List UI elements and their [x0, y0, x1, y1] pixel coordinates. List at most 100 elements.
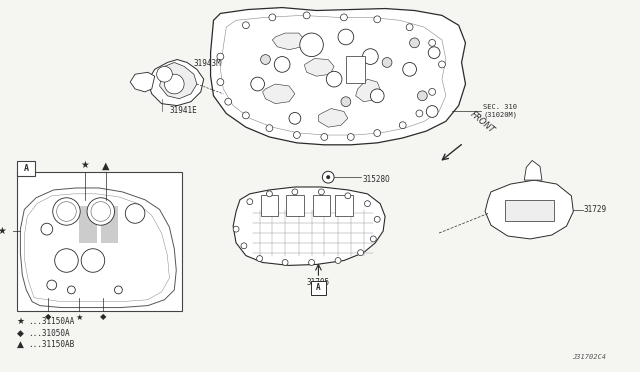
Circle shape	[428, 47, 440, 58]
Circle shape	[269, 14, 276, 21]
Circle shape	[293, 132, 300, 138]
Circle shape	[241, 243, 247, 249]
Text: 31729: 31729	[583, 205, 606, 214]
Text: (31020M): (31020M)	[483, 111, 517, 118]
Bar	[260, 195, 278, 217]
Circle shape	[292, 189, 298, 195]
Text: A: A	[24, 164, 29, 173]
Text: 31528O: 31528O	[362, 174, 390, 184]
Text: ...31050A: ...31050A	[28, 328, 70, 337]
Circle shape	[429, 39, 436, 46]
Circle shape	[348, 134, 354, 140]
Circle shape	[308, 260, 314, 265]
Text: ◆: ◆	[17, 328, 24, 337]
Circle shape	[382, 58, 392, 67]
Text: FRONT: FRONT	[468, 110, 496, 135]
Circle shape	[335, 257, 341, 263]
Circle shape	[251, 77, 264, 91]
Circle shape	[157, 66, 172, 82]
Circle shape	[303, 12, 310, 19]
Circle shape	[319, 189, 324, 195]
Circle shape	[417, 91, 428, 101]
Bar	[17, 160, 35, 176]
Circle shape	[225, 98, 232, 105]
Circle shape	[125, 203, 145, 223]
Circle shape	[164, 74, 184, 94]
Circle shape	[358, 250, 364, 256]
Bar	[346, 55, 365, 83]
Text: A: A	[316, 283, 321, 292]
Circle shape	[243, 112, 250, 119]
Text: ★: ★	[17, 317, 24, 326]
Circle shape	[345, 193, 351, 199]
Polygon shape	[262, 84, 295, 104]
Circle shape	[416, 110, 423, 117]
Bar	[286, 195, 304, 217]
Circle shape	[338, 29, 354, 45]
Text: ◆: ◆	[99, 312, 106, 321]
Text: ...31150AA: ...31150AA	[28, 317, 74, 326]
Circle shape	[374, 129, 381, 137]
Bar	[335, 195, 353, 217]
Polygon shape	[524, 160, 542, 180]
Polygon shape	[305, 58, 334, 76]
Text: 31705: 31705	[307, 278, 330, 287]
Polygon shape	[356, 79, 381, 102]
Circle shape	[217, 53, 224, 60]
Circle shape	[399, 122, 406, 129]
Text: ★: ★	[0, 226, 6, 236]
Text: 31941E: 31941E	[170, 106, 197, 115]
Circle shape	[371, 89, 384, 103]
Circle shape	[340, 14, 348, 21]
Circle shape	[233, 226, 239, 232]
Circle shape	[300, 33, 323, 57]
Circle shape	[323, 171, 334, 183]
Circle shape	[341, 97, 351, 107]
Polygon shape	[485, 180, 573, 239]
Bar	[505, 200, 554, 221]
Circle shape	[321, 134, 328, 140]
Circle shape	[362, 49, 378, 64]
Circle shape	[374, 16, 381, 23]
Polygon shape	[20, 188, 176, 308]
Text: ▲: ▲	[17, 340, 24, 349]
Circle shape	[410, 38, 419, 48]
Circle shape	[81, 249, 105, 272]
Text: ◆: ◆	[45, 312, 51, 321]
Circle shape	[217, 78, 224, 86]
Polygon shape	[159, 62, 197, 99]
Circle shape	[266, 125, 273, 132]
Polygon shape	[148, 60, 204, 106]
Circle shape	[371, 236, 376, 242]
Circle shape	[374, 217, 380, 222]
Bar	[312, 195, 330, 217]
Bar	[17, 172, 182, 311]
Circle shape	[115, 286, 122, 294]
Circle shape	[365, 201, 371, 206]
Circle shape	[429, 89, 436, 95]
Bar	[310, 281, 326, 295]
Text: ★: ★	[76, 312, 83, 321]
Circle shape	[426, 106, 438, 118]
Circle shape	[41, 223, 52, 235]
Polygon shape	[319, 109, 348, 127]
Circle shape	[275, 57, 290, 72]
Polygon shape	[211, 7, 465, 145]
Circle shape	[406, 24, 413, 31]
Text: SEC. 310: SEC. 310	[483, 103, 517, 109]
Text: J31702C4: J31702C4	[572, 353, 605, 360]
Circle shape	[52, 198, 80, 225]
Polygon shape	[233, 187, 385, 265]
Text: ...31150AB: ...31150AB	[28, 340, 74, 349]
Circle shape	[67, 286, 76, 294]
Circle shape	[282, 260, 288, 265]
Bar	[100, 206, 118, 243]
Circle shape	[243, 22, 250, 29]
Circle shape	[247, 199, 253, 205]
Circle shape	[326, 176, 330, 179]
Circle shape	[257, 256, 262, 262]
Circle shape	[260, 55, 270, 64]
Text: ▲: ▲	[102, 160, 109, 170]
Bar	[79, 206, 97, 243]
Circle shape	[438, 61, 445, 68]
